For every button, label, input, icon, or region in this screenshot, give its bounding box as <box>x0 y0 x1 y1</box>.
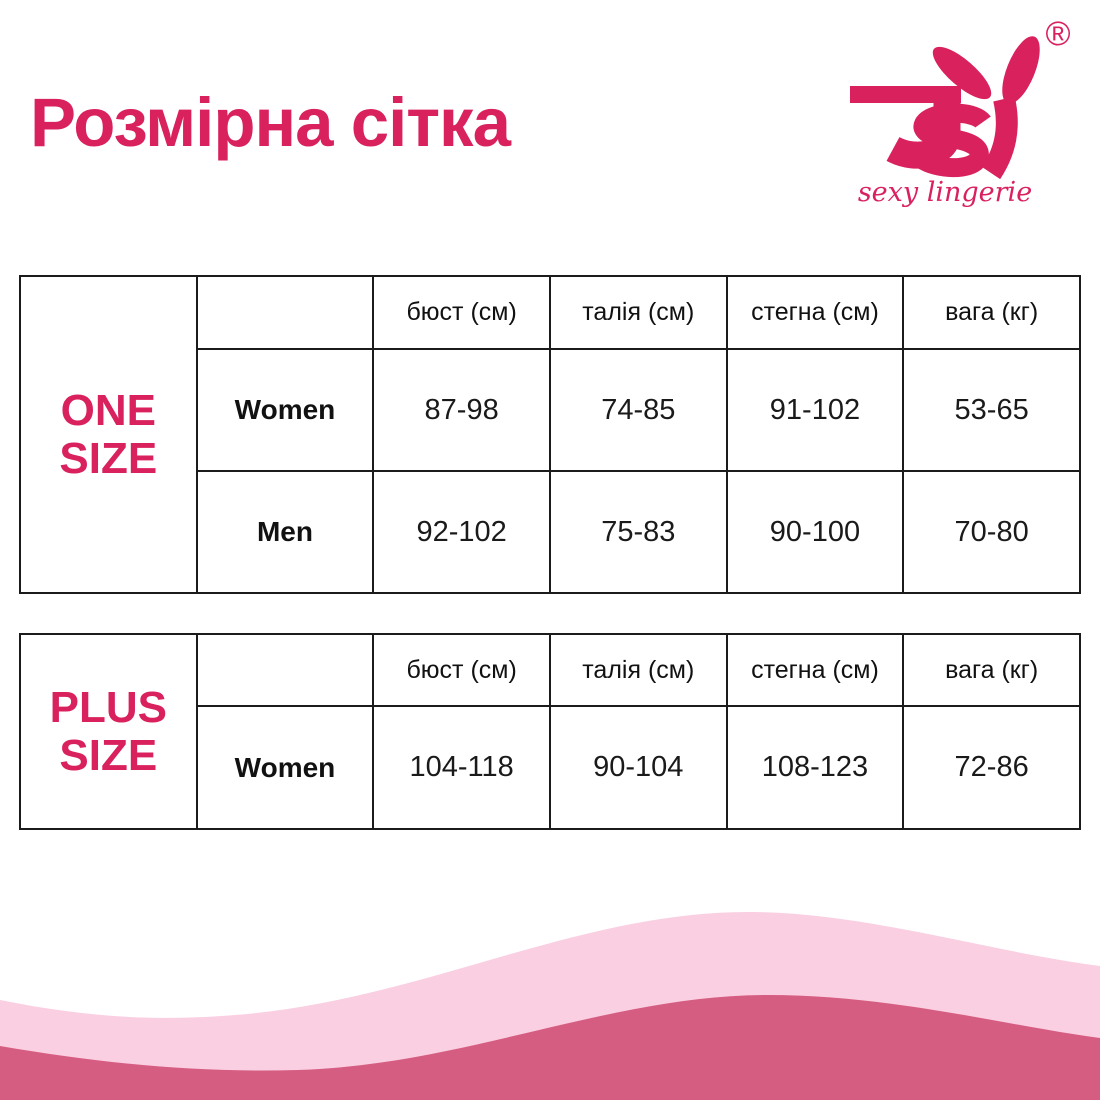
size-label-line: PLUS <box>49 682 167 732</box>
column-header-hips: стегна (см) <box>725 633 905 707</box>
plus-size-table: PLUS SIZE бюст (см) талія (см) стегна (с… <box>19 633 1081 830</box>
group-label-women: Women <box>195 348 375 472</box>
logo-letter-y-stem <box>981 96 1018 180</box>
wave-dark <box>0 995 1100 1100</box>
footer-wave-decoration <box>0 860 1100 1100</box>
size-label-line: SIZE <box>59 730 158 780</box>
logo-leaf-right-icon <box>1002 36 1040 104</box>
column-header-weight: вага (кг) <box>902 275 1081 350</box>
column-header-weight: вага (кг) <box>902 633 1081 707</box>
value-cell: 87-98 <box>372 348 551 472</box>
value-cell: 90-104 <box>548 705 728 830</box>
one-size-table: ONE SIZE бюст (см) талія (см) стегна (см… <box>19 275 1081 594</box>
value-cell: 108-123 <box>725 705 905 830</box>
value-cell: 92-102 <box>372 470 551 594</box>
value-cell: 53-65 <box>902 348 1081 472</box>
value-cell: 91-102 <box>725 348 905 472</box>
group-label-men: Men <box>195 470 375 594</box>
value-cell: 74-85 <box>548 348 728 472</box>
column-header-bust: бюст (см) <box>372 275 551 350</box>
table-row: PLUS SIZE бюст (см) талія (см) стегна (с… <box>19 633 1081 830</box>
logo-leaf-left-icon <box>932 46 992 100</box>
column-header-blank <box>195 633 375 707</box>
logo-letter-s <box>913 103 991 178</box>
jsy-logo-icon: ® sexy lingerie <box>850 15 1070 208</box>
table-row: Women 87-98 74-85 91-102 53-65 <box>20 348 1081 472</box>
size-label-line: SIZE <box>59 433 158 483</box>
size-label-line: ONE <box>60 385 156 435</box>
group-label-women: Women <box>195 705 375 830</box>
column-header-bust: бюст (см) <box>372 633 551 707</box>
value-cell: 90-100 <box>725 470 905 594</box>
column-header-waist: талія (см) <box>548 633 728 707</box>
column-header-hips: стегна (см) <box>725 275 905 350</box>
value-cell: 75-83 <box>548 470 728 594</box>
wave-icon <box>0 912 1100 1100</box>
table-row: Men 92-102 75-83 90-100 70-80 <box>20 470 1081 594</box>
table-row: ONE SIZE бюст (см) талія (см) стегна (см… <box>19 275 1081 594</box>
value-cell: 72-86 <box>902 705 1081 830</box>
registered-trademark: ® <box>1045 15 1070 53</box>
column-header-blank <box>195 275 375 350</box>
table-row: Women 104-118 90-104 108-123 72-86 <box>20 705 1081 830</box>
size-label-one-size: ONE SIZE <box>19 275 198 594</box>
value-cell: 104-118 <box>372 705 551 830</box>
column-header-waist: талія (см) <box>548 275 728 350</box>
page-title: Розмірна сітка <box>30 84 511 161</box>
value-cell: 70-80 <box>902 470 1081 594</box>
size-label-plus-size: PLUS SIZE <box>19 633 198 830</box>
brand-tagline: sexy lingerie <box>858 177 1032 208</box>
jsy-logo: ® sexy lingerie <box>845 15 1070 211</box>
